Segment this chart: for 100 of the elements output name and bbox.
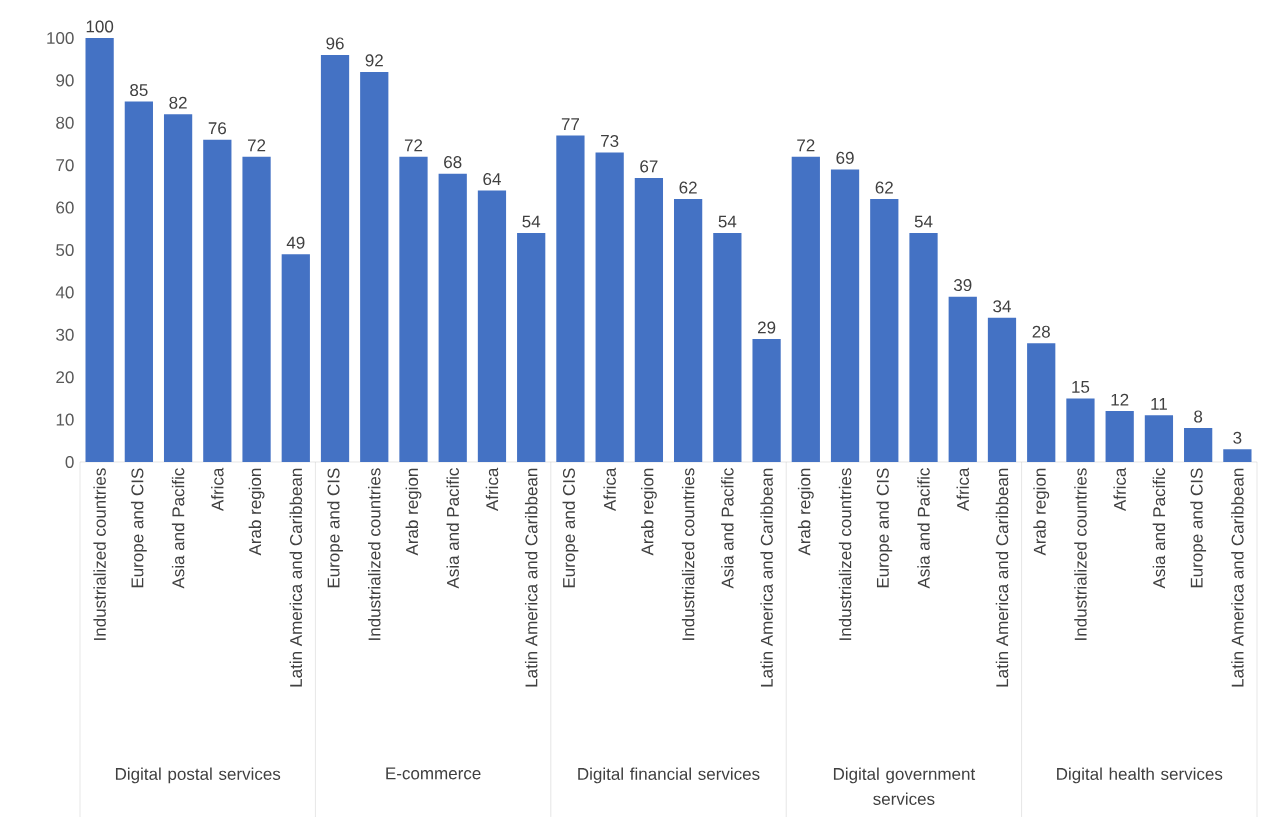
x-tick-label: Arab region: [640, 468, 657, 556]
x-tick-label: Europe and CIS: [562, 468, 579, 588]
bar: [1027, 343, 1056, 462]
x-tick-label: Arab region: [248, 468, 265, 556]
data-label: 73: [601, 134, 619, 147]
bar: [1184, 428, 1213, 462]
bar: [752, 339, 781, 462]
bar: [830, 169, 860, 462]
data-label: 54: [522, 215, 541, 228]
data-label: 15: [1072, 381, 1090, 393]
x-tick-label: Europe and CIS: [130, 468, 147, 588]
data-label: 29: [757, 321, 776, 334]
bar: [85, 37, 114, 462]
y-tick-label: 0: [65, 455, 74, 469]
data-label: 3: [1233, 431, 1242, 444]
bar: [987, 317, 1017, 462]
x-tick-label: Industrialized countries: [368, 468, 381, 640]
x-tick-label: Latin America and Caribbean: [524, 468, 538, 687]
text: Digital health services: [1057, 767, 1223, 784]
bar: [399, 156, 428, 462]
data-label: 72: [797, 139, 815, 152]
bar: [556, 135, 585, 462]
data-label: 85: [130, 84, 148, 97]
text: Digital government services: [833, 767, 976, 805]
x-tick-label: Africa: [603, 467, 616, 512]
bar: [1066, 398, 1095, 462]
bar: [124, 101, 153, 462]
data-label: 54: [718, 215, 737, 228]
x-tick-label: Asia and Pacific: [446, 468, 459, 589]
bar: [477, 190, 507, 462]
bar: [634, 177, 664, 462]
bar: [674, 199, 703, 462]
data-label: 92: [365, 54, 383, 67]
data-label: 8: [1194, 410, 1203, 423]
data-label: 28: [1032, 325, 1050, 338]
y-tick-label: 60: [56, 201, 74, 214]
text: Digital financial services: [578, 767, 760, 784]
bar: [713, 233, 742, 462]
x-tick-label: Africa: [1113, 467, 1126, 512]
bar: [242, 156, 271, 462]
bar: [203, 139, 232, 462]
y-tick-label: 40: [55, 286, 74, 299]
data-label: 64: [483, 173, 501, 186]
bar: [1144, 415, 1174, 462]
bar: [517, 233, 546, 462]
x-tick-label: Asia and Pacific: [917, 468, 930, 589]
bar: [320, 54, 350, 462]
x-tick-label: Latin America and Caribbean: [995, 468, 1009, 687]
x-tick-label: Europe and CIS: [327, 468, 343, 588]
data-label: 72: [404, 139, 423, 152]
x-tick-label: Asia and Pacific: [721, 468, 734, 589]
bar: [360, 71, 389, 462]
x-tick-label: Arab region: [405, 468, 422, 556]
data-label: 69: [836, 151, 854, 164]
y-tick-label: 100: [47, 31, 74, 45]
y-tick-label: 30: [56, 328, 74, 341]
x-tick-label: Arab region: [1033, 468, 1050, 556]
data-label: 100: [86, 20, 114, 33]
x-tick-label: Europe and CIS: [876, 468, 893, 588]
bar: [948, 296, 977, 462]
data-label: 62: [875, 181, 893, 194]
data-label: 62: [679, 181, 697, 194]
data-label: 82: [169, 96, 187, 109]
bar: [870, 199, 899, 462]
y-tick-label: 20: [56, 371, 74, 384]
data-label: 34: [993, 300, 1011, 313]
bar: [1105, 411, 1134, 462]
x-tick-label: Industrialized countries: [681, 468, 695, 640]
x-tick-label: Latin America and Caribbean: [289, 468, 303, 687]
data-label: 12: [1111, 393, 1129, 406]
x-tick-label: Latin America and Caribbean: [760, 468, 773, 687]
x-tick-label: Africa: [956, 467, 969, 512]
bar: [438, 173, 467, 462]
data-label: 72: [247, 139, 266, 152]
x-tick-label: Asia and Pacific: [171, 468, 185, 589]
data-label: 76: [208, 122, 227, 135]
data-label: 11: [1151, 398, 1167, 410]
data-label: 39: [953, 279, 972, 292]
x-tick-label: Europe and CIS: [1190, 468, 1207, 588]
bar: [281, 254, 310, 462]
data-label: 96: [326, 37, 344, 50]
y-tick-label: 10: [56, 413, 74, 426]
data-label: 54: [914, 215, 933, 228]
x-tick-label: Africa: [485, 467, 499, 512]
data-label: 49: [286, 236, 305, 249]
bar: [163, 114, 193, 462]
x-tick-label: Latin America and Caribbean: [1231, 468, 1244, 687]
x-tick-label: Industrialized countries: [838, 468, 852, 640]
data-label: 68: [444, 156, 462, 169]
bar: [909, 233, 938, 462]
x-tick-label: Asia and Pacific: [1152, 468, 1166, 589]
x-tick-label: Industrialized countries: [93, 468, 106, 640]
y-tick-label: 90: [56, 74, 74, 87]
bar: [595, 152, 624, 462]
data-label: 67: [640, 160, 658, 173]
bar: [1223, 449, 1252, 462]
text: E-commerce: [386, 767, 481, 780]
x-tick-label: Africa: [211, 467, 224, 512]
y-tick-label: 70: [56, 159, 74, 172]
x-tick-label: Arab region: [797, 468, 814, 556]
